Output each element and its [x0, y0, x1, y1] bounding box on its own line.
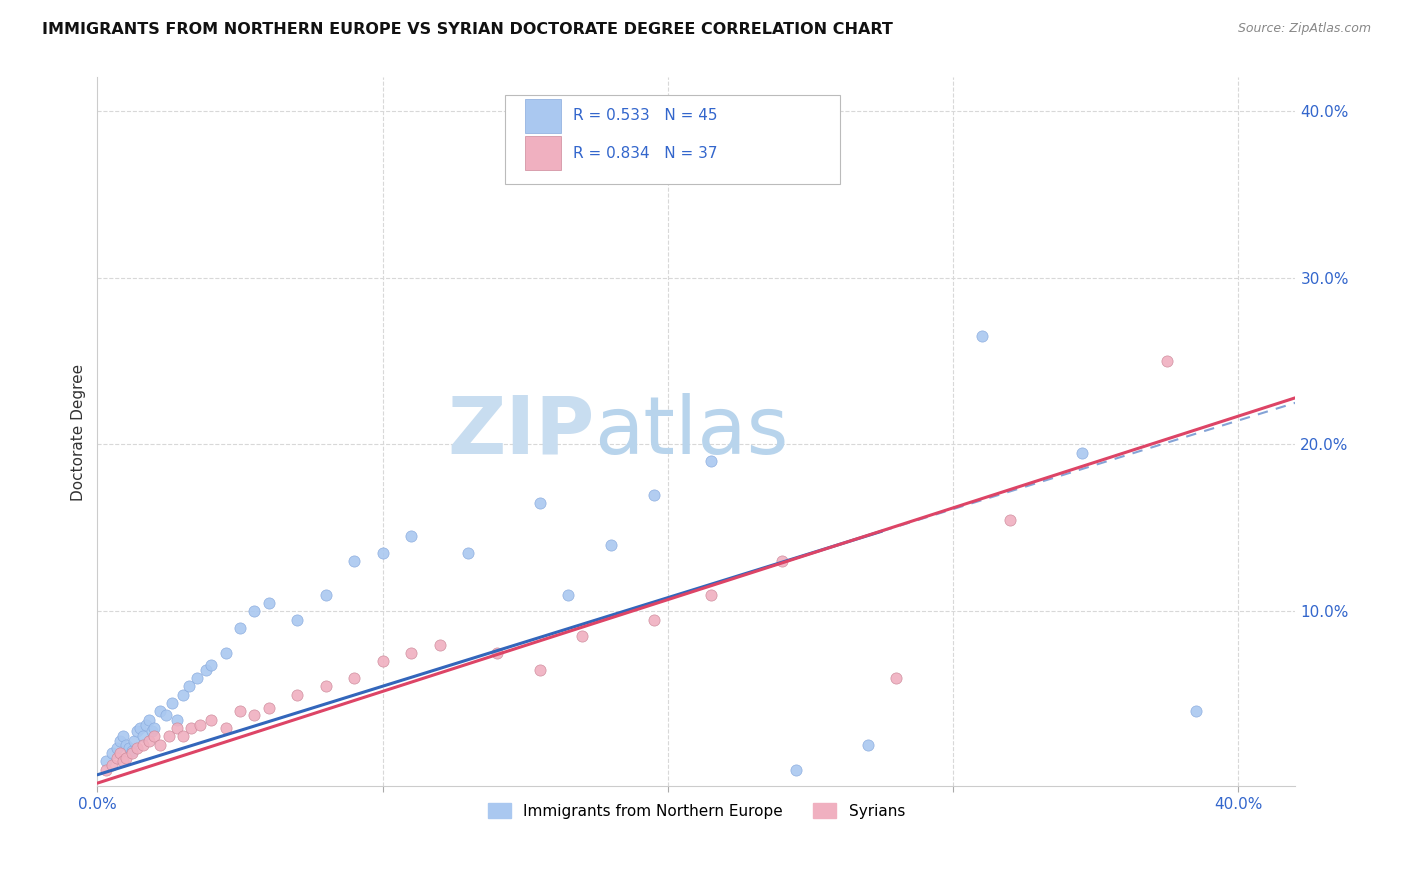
Point — [138, 734, 160, 748]
Point — [121, 746, 143, 760]
Point — [100, 757, 122, 772]
Legend: Immigrants from Northern Europe, Syrians: Immigrants from Northern Europe, Syrians — [482, 797, 911, 825]
Point — [100, 746, 122, 760]
Text: ZIP: ZIP — [447, 393, 595, 471]
Point — [371, 546, 394, 560]
Point — [124, 734, 146, 748]
Point — [157, 730, 180, 744]
Point — [770, 554, 793, 568]
Point — [94, 763, 117, 777]
Point — [229, 705, 252, 719]
Point — [315, 679, 337, 693]
Point — [429, 638, 451, 652]
Point — [172, 688, 194, 702]
Point — [229, 621, 252, 635]
Point — [105, 751, 128, 765]
Point — [257, 701, 280, 715]
Point — [856, 738, 879, 752]
Point — [118, 741, 141, 756]
Point — [149, 705, 172, 719]
Point — [143, 730, 166, 744]
Point — [285, 613, 308, 627]
Point — [188, 717, 211, 731]
Point — [529, 496, 551, 510]
Point — [94, 755, 117, 769]
Text: R = 0.834   N = 37: R = 0.834 N = 37 — [574, 146, 717, 161]
Point — [149, 738, 172, 752]
Point — [155, 707, 177, 722]
Point — [399, 529, 422, 543]
Text: atlas: atlas — [595, 393, 789, 471]
Point — [399, 646, 422, 660]
Point — [115, 738, 138, 752]
Point — [998, 512, 1021, 526]
Point — [970, 329, 993, 343]
Point — [141, 724, 163, 739]
Point — [457, 546, 479, 560]
Point — [127, 724, 149, 739]
Point — [200, 657, 222, 672]
Point — [343, 671, 366, 685]
Point — [599, 538, 621, 552]
Point — [343, 554, 366, 568]
Point — [132, 738, 155, 752]
Point — [243, 707, 266, 722]
Point — [884, 671, 907, 685]
Point — [557, 588, 579, 602]
Point — [177, 679, 200, 693]
Point — [111, 730, 134, 744]
Point — [215, 646, 238, 660]
Bar — [524, 136, 561, 170]
FancyBboxPatch shape — [505, 95, 841, 184]
Bar — [524, 99, 561, 133]
Point — [315, 588, 337, 602]
Point — [243, 604, 266, 618]
Point — [1184, 705, 1206, 719]
Point — [172, 730, 194, 744]
Point — [115, 751, 138, 765]
Point — [135, 717, 157, 731]
Point — [200, 713, 222, 727]
Point — [643, 613, 665, 627]
Point — [194, 663, 217, 677]
Text: R = 0.533   N = 45: R = 0.533 N = 45 — [574, 109, 717, 123]
Point — [105, 741, 128, 756]
Point — [138, 713, 160, 727]
Point — [143, 721, 166, 735]
Point — [785, 763, 807, 777]
Point — [160, 696, 183, 710]
Point — [132, 730, 155, 744]
Point — [699, 454, 721, 468]
Point — [571, 629, 593, 643]
Point — [121, 744, 143, 758]
Point — [108, 746, 131, 760]
Point — [257, 596, 280, 610]
Point — [1156, 354, 1178, 368]
Point — [111, 755, 134, 769]
Text: IMMIGRANTS FROM NORTHERN EUROPE VS SYRIAN DOCTORATE DEGREE CORRELATION CHART: IMMIGRANTS FROM NORTHERN EUROPE VS SYRIA… — [42, 22, 893, 37]
Point — [129, 721, 152, 735]
Point — [180, 721, 202, 735]
Point — [215, 721, 238, 735]
Point — [108, 734, 131, 748]
Text: Source: ZipAtlas.com: Source: ZipAtlas.com — [1237, 22, 1371, 36]
Point — [643, 487, 665, 501]
Point — [1070, 446, 1092, 460]
Point — [485, 646, 508, 660]
Point — [371, 654, 394, 668]
Point — [186, 671, 208, 685]
Y-axis label: Doctorate Degree: Doctorate Degree — [72, 363, 86, 500]
Point — [166, 721, 188, 735]
Point — [285, 688, 308, 702]
Point — [529, 663, 551, 677]
Point — [127, 741, 149, 756]
Point — [699, 588, 721, 602]
Point — [166, 713, 188, 727]
